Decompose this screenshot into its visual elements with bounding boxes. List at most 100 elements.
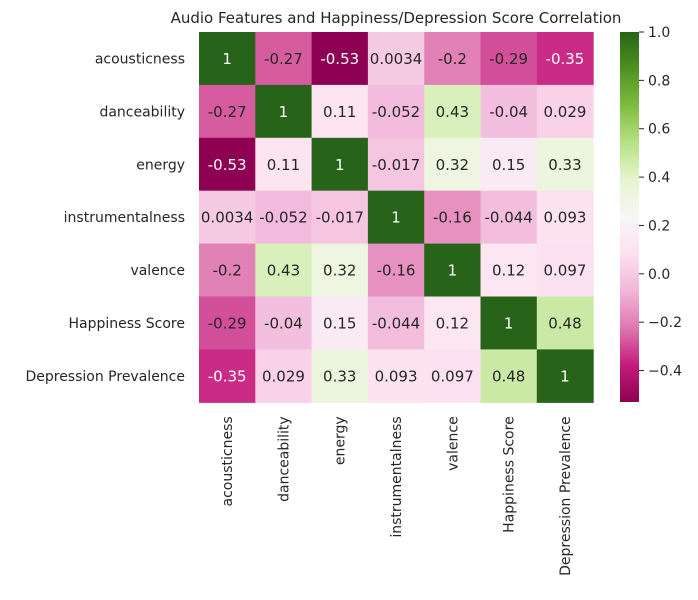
heatmap-cell-r4-c4	[424, 243, 482, 298]
cell-value-label-r6-c6: 1	[560, 367, 570, 385]
heatmap-cell-r1-c6	[536, 84, 594, 139]
cell-value-label-r2-c0: -0.53	[208, 156, 247, 174]
colorbar-tick-label-1: 0.8	[648, 73, 670, 89]
heatmap-cell-r5-c1	[255, 296, 313, 350]
cell-value-label-r6-c2: 0.33	[323, 367, 356, 385]
heatmap-cell-r4-c6	[536, 243, 594, 298]
heatmap-cell-r6-c4	[424, 349, 482, 403]
heatmap-cell-r2-c1	[255, 137, 313, 192]
heatmap-cell-r0-c2	[311, 32, 369, 86]
cell-value-label-r0-c5: -0.29	[489, 50, 528, 68]
heatmap-cells: 1 -0.27 -0.53 0.0034 -0.2 -0.29 -0.35 -0.27 1 0.1…	[199, 32, 594, 403]
cell-value-label-r2-c1: 0.11	[267, 156, 300, 174]
cell-value-label-r6-c0: -0.35	[208, 367, 247, 385]
cell-value-label-r4-c2: 0.32	[323, 262, 356, 280]
cell-value-label-r4-c1: 0.43	[267, 262, 300, 280]
heatmap-cell-r0-c1	[255, 32, 313, 86]
cell-value-label-r2-c2: 1	[335, 156, 345, 174]
heatmap-cell-r6-c6	[536, 349, 594, 403]
cell-value-label-r4-c0: -0.2	[213, 262, 242, 280]
cell-value-label-r2-c3: -0.017	[372, 156, 420, 174]
column-label-0: acousticness	[220, 416, 236, 506]
cell-value-label-r6-c4: 0.097	[431, 367, 474, 385]
cell-value-label-r4-c4: 1	[448, 262, 458, 280]
cell-value-label-r0-c4: -0.2	[438, 50, 467, 68]
colorbar-tick-label-7: −0.4	[648, 364, 682, 380]
row-label-6: Depression Prevalence	[25, 369, 185, 385]
cell-value-label-r3-c4: -0.16	[433, 209, 472, 227]
cell-value-label-r3-c2: -0.017	[316, 209, 364, 227]
colorbar-tick-label-5: 0.0	[648, 267, 670, 283]
cell-value-label-r0-c2: -0.53	[320, 50, 359, 68]
cell-value-label-r4-c6: 0.097	[543, 262, 586, 280]
colorbar-tick-label-2: 0.6	[648, 122, 670, 138]
row-label-2: energy	[136, 157, 185, 173]
heatmap-cell-r4-c1	[255, 243, 313, 298]
colorbar-tick-label-6: −0.2	[648, 315, 682, 331]
column-label-3: instrumentalness	[389, 416, 405, 537]
heatmap-cell-r5-c2	[311, 296, 369, 350]
heatmap-cell-r6-c1	[255, 349, 313, 403]
cell-value-label-r3-c5: -0.044	[484, 209, 532, 227]
heatmap-cell-r1-c2	[311, 84, 369, 139]
cell-value-label-r4-c5: 0.12	[492, 262, 525, 280]
cell-value-label-r0-c0: 1	[222, 50, 232, 68]
heatmap-cell-r4-c0	[199, 243, 256, 298]
cell-value-label-r5-c5: 1	[504, 314, 514, 332]
cell-value-label-r0-c3: 0.0034	[370, 50, 423, 68]
cell-value-label-r1-c1: 1	[279, 103, 289, 121]
cell-value-label-r5-c4: 0.12	[436, 314, 469, 332]
heatmap-cell-r6-c2	[311, 349, 369, 403]
heatmap-cell-r0-c3	[367, 32, 425, 86]
row-label-1: danceability	[99, 104, 185, 120]
heatmap-cell-r2-c2	[311, 137, 369, 192]
heatmap-cell-r3-c6	[536, 190, 594, 245]
column-label-4: valence	[445, 416, 461, 471]
column-label-6: Depression Prevalence	[558, 416, 574, 576]
chart-title: Audio Features and Happiness/Depression …	[171, 9, 622, 27]
heatmap-cell-r3-c5	[480, 190, 538, 245]
cell-value-label-r1-c0: -0.27	[208, 103, 247, 121]
row-label-0: acousticness	[95, 51, 185, 67]
cell-value-label-r3-c0: 0.0034	[201, 209, 254, 227]
cell-value-label-r1-c2: 0.11	[323, 103, 356, 121]
heatmap-cell-r6-c3	[367, 349, 425, 403]
column-label-2: energy	[333, 416, 349, 465]
cell-value-label-r0-c1: -0.27	[264, 50, 303, 68]
heatmap-cell-r5-c0	[199, 296, 256, 350]
colorbar-tick-label-4: 0.2	[648, 218, 670, 234]
cell-value-label-r3-c3: 1	[391, 209, 401, 227]
heatmap-cell-r3-c3	[367, 190, 425, 245]
column-labels: acousticness danceability energy instrument…	[220, 416, 574, 576]
cell-value-label-r2-c5: 0.15	[492, 156, 525, 174]
heatmap-cell-r5-c4	[424, 296, 482, 350]
heatmap-cell-r1-c1	[255, 84, 313, 139]
cell-value-label-r3-c1: -0.052	[259, 209, 307, 227]
heatmap-cell-r0-c5	[480, 32, 538, 86]
row-label-3: instrumentalness	[64, 210, 185, 226]
cell-value-label-r1-c3: -0.052	[372, 103, 420, 121]
heatmap-cell-r1-c3	[367, 84, 425, 139]
colorbar-tick-label-0: 1.0	[648, 25, 670, 41]
cell-value-label-r5-c1: -0.04	[264, 314, 303, 332]
cell-value-label-r0-c6: -0.35	[546, 50, 585, 68]
cell-value-label-r5-c3: -0.044	[372, 314, 420, 332]
cell-value-label-r6-c5: 0.48	[492, 367, 525, 385]
heatmap-cell-r3-c0	[199, 190, 256, 245]
heatmap-cell-r2-c6	[536, 137, 594, 192]
heatmap-cell-r1-c5	[480, 84, 538, 139]
column-label-5: Happiness Score	[502, 416, 518, 533]
heatmap-cell-r1-c4	[424, 84, 482, 139]
cell-value-label-r3-c6: 0.093	[543, 209, 586, 227]
colorbar-tick-label-3: 0.4	[648, 170, 670, 186]
heatmap-cell-r5-c6	[536, 296, 594, 350]
heatmap-cell-r4-c2	[311, 243, 369, 298]
cell-value-label-r1-c4: 0.43	[436, 103, 469, 121]
heatmap-cell-r6-c5	[480, 349, 538, 403]
row-label-5: Happiness Score	[68, 316, 185, 332]
colorbar-gradient	[620, 32, 639, 402]
heatmap-cell-r1-c0	[199, 84, 256, 139]
heatmap-cell-r0-c0	[199, 32, 256, 86]
heatmap-cell-r3-c1	[255, 190, 313, 245]
